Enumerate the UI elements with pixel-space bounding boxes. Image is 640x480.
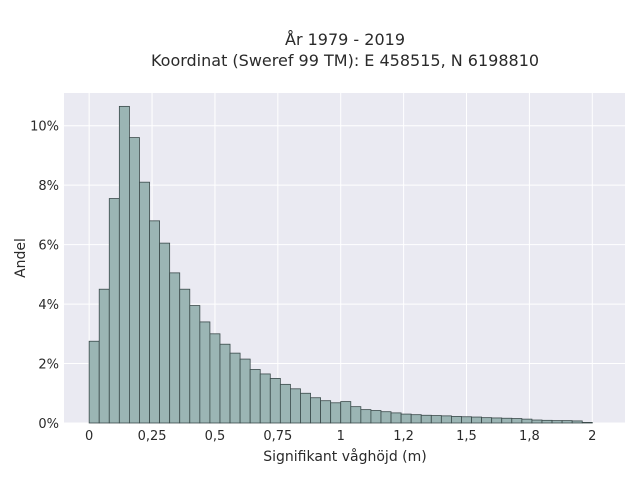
y-axis-label: Andel	[13, 238, 29, 278]
histogram-bar	[461, 416, 472, 424]
histogram-bar	[531, 419, 543, 424]
histogram-bar	[169, 272, 181, 424]
x-tick-label: 1,2	[393, 429, 414, 444]
bars	[88, 105, 593, 424]
histogram-bar	[511, 418, 523, 424]
histogram-bar	[98, 288, 110, 424]
histogram-bar	[410, 414, 422, 424]
y-tick-label: 10%	[30, 120, 59, 135]
histogram-bar	[259, 373, 271, 424]
histogram-bar	[330, 402, 342, 424]
x-tick-label: 2	[588, 429, 596, 444]
chart-title: År 1979 - 2019	[285, 30, 405, 49]
histogram-bar	[501, 417, 513, 424]
histogram-bar	[491, 417, 503, 424]
x-axis-label: Signifikant våghöjd (m)	[263, 448, 426, 465]
histogram-bar	[239, 358, 251, 424]
x-tick-label: 0,75	[263, 429, 292, 444]
x-tick-label: 0,5	[205, 429, 226, 444]
tick-labels: 0 0,25 0,5 0,75 1 1,2 1,5 1,8 2 0% 2% 4% 6% 8% 10%	[30, 120, 596, 444]
histogram-bar	[370, 410, 382, 424]
histogram-bar	[229, 352, 241, 424]
histogram-bar	[360, 409, 372, 424]
histogram-bar	[471, 416, 483, 424]
histogram-bar	[430, 415, 442, 424]
histogram-bar	[209, 333, 221, 424]
chart-subtitle: Koordinat (Sweref 99 TM): E 458515, N 61…	[151, 51, 539, 70]
y-tick-label: 4%	[38, 298, 59, 313]
x-tick-label: 0,25	[138, 429, 167, 444]
histogram-bar	[179, 288, 191, 424]
y-tick-label: 0%	[38, 417, 59, 432]
histogram-bar	[541, 419, 553, 424]
histogram-bar	[139, 181, 150, 424]
x-tick-label: 1,5	[456, 429, 477, 444]
y-tick-label: 2%	[38, 358, 59, 373]
histogram-bar	[390, 412, 402, 424]
histogram-bar	[149, 220, 160, 424]
histogram-bar	[108, 198, 120, 424]
histogram-bar	[420, 414, 432, 424]
histogram-bar	[310, 397, 322, 424]
y-tick-label: 6%	[38, 239, 59, 254]
histogram-bar	[440, 415, 452, 424]
y-tick-label: 8%	[38, 179, 59, 194]
x-tick-label: 0	[85, 429, 93, 444]
histogram-bar	[219, 343, 231, 424]
histogram-bar	[159, 242, 171, 424]
histogram-bar	[290, 388, 301, 424]
histogram-bar	[300, 392, 311, 424]
histogram-bar	[249, 369, 261, 424]
histogram-bar	[561, 420, 573, 424]
x-tick-label: 1,8	[519, 429, 540, 444]
histogram-bar	[340, 401, 352, 424]
histogram-bar	[88, 340, 100, 424]
histogram-bar	[350, 406, 362, 424]
histogram-bar	[551, 420, 563, 424]
histogram-bar	[118, 105, 130, 424]
histogram-bar	[320, 400, 332, 424]
histogram-bar	[571, 420, 583, 424]
histogram-bar	[279, 383, 291, 424]
histogram-bar	[269, 378, 281, 424]
x-tick-label: 1	[337, 429, 345, 444]
histogram-bar	[380, 411, 392, 424]
histogram-bar	[129, 137, 140, 424]
histogram-bar	[481, 417, 493, 424]
histogram-bar	[581, 422, 593, 424]
histogram-bar	[400, 413, 412, 424]
histogram-bar	[189, 305, 201, 424]
histogram-bar	[451, 416, 462, 424]
histogram-bar	[199, 321, 211, 424]
histogram-bar	[521, 418, 533, 424]
